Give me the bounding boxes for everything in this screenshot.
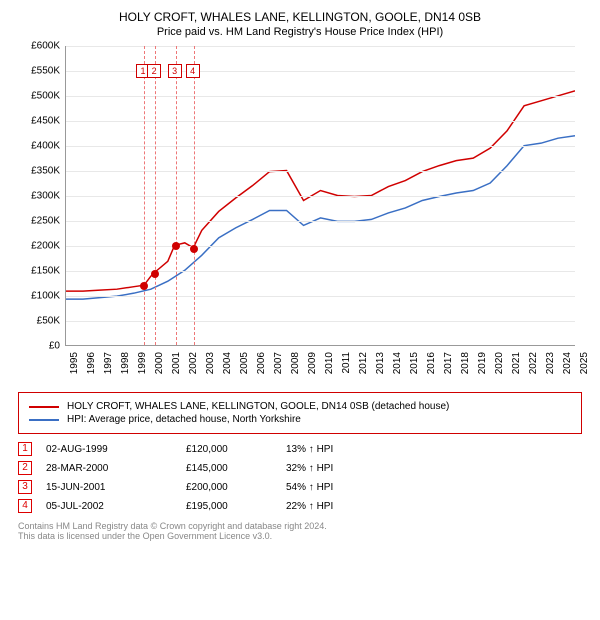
price-chart: £0 £50K £100K £150K £200K £250K £300K £350K £400… — [20, 46, 580, 376]
x-axis-label: 2013 — [375, 352, 386, 382]
legend-label: HPI: Average price, detached house, Nort… — [67, 414, 301, 425]
x-axis-label: 2002 — [188, 352, 199, 382]
x-axis-label: 2025 — [579, 352, 590, 382]
tx-delta: 32% ↑ HPI — [286, 463, 386, 474]
tx-delta: 13% ↑ HPI — [286, 444, 386, 455]
legend-item: HOLY CROFT, WHALES LANE, KELLINGTON, GOO… — [29, 401, 571, 412]
tx-date: 28-MAR-2000 — [46, 463, 186, 474]
x-axis-label: 1997 — [103, 352, 114, 382]
x-axis-label: 2007 — [273, 352, 284, 382]
x-axis-label: 2014 — [392, 352, 403, 382]
x-axis-label: 2018 — [460, 352, 471, 382]
x-axis-label: 2020 — [494, 352, 505, 382]
footer-text: Contains HM Land Registry data © Crown c… — [18, 521, 582, 541]
y-axis-label: £600K — [20, 41, 60, 52]
x-axis-label: 2023 — [545, 352, 556, 382]
series-line — [66, 136, 575, 299]
tx-number: 4 — [18, 499, 32, 513]
y-axis-label: £0 — [20, 341, 60, 352]
tx-price: £145,000 — [186, 463, 286, 474]
x-axis-label: 2022 — [528, 352, 539, 382]
legend-swatch — [29, 406, 59, 408]
x-axis-label: 2010 — [324, 352, 335, 382]
transaction-marker: 2 — [147, 64, 161, 78]
table-row: 2 28-MAR-2000£145,00032% ↑ HPI — [18, 461, 582, 475]
chart-legend: HOLY CROFT, WHALES LANE, KELLINGTON, GOO… — [18, 392, 582, 434]
x-axis-label: 2000 — [154, 352, 165, 382]
y-axis-label: £100K — [20, 291, 60, 302]
transaction-dot — [172, 242, 180, 250]
tx-number: 1 — [18, 442, 32, 456]
legend-label: HOLY CROFT, WHALES LANE, KELLINGTON, GOO… — [67, 401, 449, 412]
tx-number: 3 — [18, 480, 32, 494]
transaction-dot — [140, 282, 148, 290]
transaction-dot — [151, 270, 159, 278]
y-axis-label: £250K — [20, 216, 60, 227]
y-axis-label: £50K — [20, 316, 60, 327]
x-axis-label: 2011 — [341, 352, 352, 382]
x-axis-label: 2005 — [239, 352, 250, 382]
x-axis-label: 1999 — [137, 352, 148, 382]
y-axis-label: £450K — [20, 116, 60, 127]
footer-line-2: This data is licensed under the Open Gov… — [18, 531, 582, 541]
transaction-table: 1 02-AUG-1999£120,00013% ↑ HPI 2 28-MAR-200… — [18, 442, 582, 513]
y-axis-label: £150K — [20, 266, 60, 277]
footer-line-1: Contains HM Land Registry data © Crown c… — [18, 521, 582, 531]
x-axis-label: 2003 — [205, 352, 216, 382]
y-axis-label: £300K — [20, 191, 60, 202]
table-row: 4 05-JUL-2002£195,00022% ↑ HPI — [18, 499, 582, 513]
x-axis-label: 2019 — [477, 352, 488, 382]
tx-delta: 22% ↑ HPI — [286, 501, 386, 512]
y-axis-label: £200K — [20, 241, 60, 252]
transaction-dot — [190, 245, 198, 253]
legend-swatch — [29, 419, 59, 421]
x-axis-label: 2006 — [256, 352, 267, 382]
y-axis-label: £500K — [20, 91, 60, 102]
x-axis-label: 2021 — [511, 352, 522, 382]
x-axis-label: 1996 — [86, 352, 97, 382]
x-axis-label: 2016 — [426, 352, 437, 382]
page-title: HOLY CROFT, WHALES LANE, KELLINGTON, GOO… — [10, 10, 590, 24]
tx-date: 15-JUN-2001 — [46, 482, 186, 493]
x-axis-label: 2024 — [562, 352, 573, 382]
table-row: 3 15-JUN-2001£200,00054% ↑ HPI — [18, 480, 582, 494]
legend-item: HPI: Average price, detached house, Nort… — [29, 414, 571, 425]
tx-delta: 54% ↑ HPI — [286, 482, 386, 493]
x-axis-label: 2015 — [409, 352, 420, 382]
table-row: 1 02-AUG-1999£120,00013% ↑ HPI — [18, 442, 582, 456]
y-axis-label: £400K — [20, 141, 60, 152]
y-axis-label: £550K — [20, 66, 60, 77]
tx-price: £195,000 — [186, 501, 286, 512]
y-axis-label: £350K — [20, 166, 60, 177]
x-axis-label: 2009 — [307, 352, 318, 382]
x-axis-label: 1998 — [120, 352, 131, 382]
transaction-marker: 4 — [186, 64, 200, 78]
tx-date: 02-AUG-1999 — [46, 444, 186, 455]
x-axis-label: 2017 — [443, 352, 454, 382]
transaction-marker: 3 — [168, 64, 182, 78]
x-axis-label: 2008 — [290, 352, 301, 382]
tx-date: 05-JUL-2002 — [46, 501, 186, 512]
x-axis-label: 1995 — [69, 352, 80, 382]
page-subtitle: Price paid vs. HM Land Registry's House … — [10, 26, 590, 38]
x-axis-label: 2012 — [358, 352, 369, 382]
x-axis-label: 2004 — [222, 352, 233, 382]
x-axis-label: 2001 — [171, 352, 182, 382]
tx-price: £200,000 — [186, 482, 286, 493]
tx-price: £120,000 — [186, 444, 286, 455]
tx-number: 2 — [18, 461, 32, 475]
